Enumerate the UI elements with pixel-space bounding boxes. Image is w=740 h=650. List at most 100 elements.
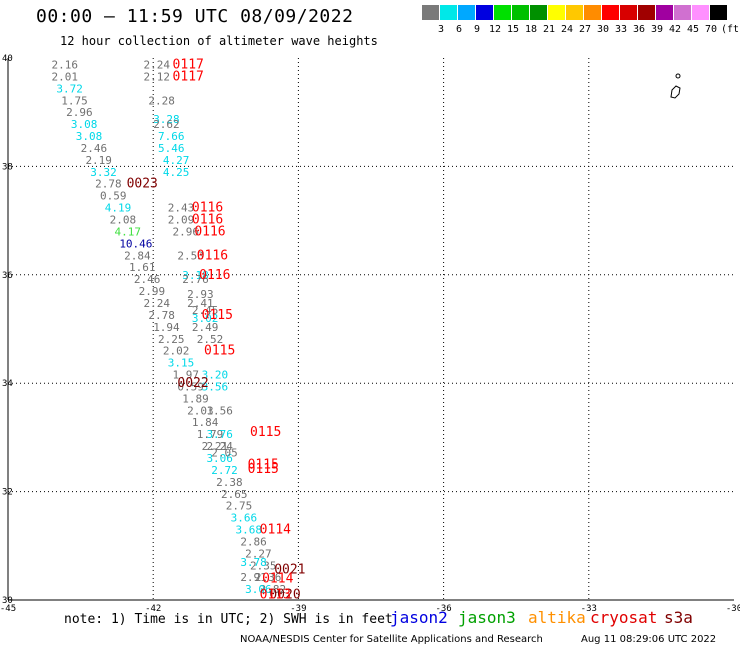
time-label: 0116 <box>199 268 230 283</box>
x-tick-label: -42 <box>145 604 161 614</box>
wave-height-label: 3.02 <box>192 312 219 325</box>
legend-label: 18 <box>524 24 538 35</box>
time-label: 0115 <box>248 462 279 477</box>
wave-height-label: 2.52 <box>197 333 224 346</box>
x-tick-label: -30 <box>726 604 740 614</box>
wave-height-label: 2.35 <box>250 559 277 572</box>
wave-height-label: 2.25 <box>158 333 185 346</box>
time-label: 0116 <box>197 248 228 263</box>
legend-label: 21 <box>542 24 556 35</box>
time-label: 0116 <box>192 213 223 228</box>
time-label: 0022 <box>177 376 208 391</box>
legend-label: 45 <box>686 24 700 35</box>
legend-label: 30 <box>596 24 610 35</box>
credit-text: NOAA/NESDIS Center for Satellite Applica… <box>240 634 543 645</box>
wave-height-label: 2.75 <box>226 500 253 513</box>
wave-height-label: 2.28 <box>148 94 175 107</box>
time-label: 0116 <box>192 201 223 216</box>
wave-height-label: 2.76 <box>182 273 209 286</box>
wave-height-label: 2.62 <box>153 118 180 131</box>
wave-height-label: 2.24 <box>144 59 171 72</box>
mission-jason2: jason2 <box>390 608 448 627</box>
wave-height-label: 2.21 <box>202 440 229 453</box>
wave-height-label: 2.03 <box>187 404 214 417</box>
wave-height-label: 2.24 <box>206 440 233 453</box>
wave-height-label: 2.41 <box>187 297 214 310</box>
legend-label: 6 <box>455 24 463 35</box>
mission-s3a: s3a <box>664 608 693 627</box>
map-grid <box>7 58 734 601</box>
wave-height-label: 2.08 <box>110 214 137 227</box>
wave-height-label: 2.24 <box>144 297 171 310</box>
wave-height-label: 3.76 <box>206 428 233 441</box>
y-tick-label: 38 <box>2 162 13 172</box>
time-label: 0115 <box>204 344 235 359</box>
wave-height-label: 2.09 <box>168 214 195 227</box>
y-tick-label: 34 <box>2 379 13 389</box>
wave-height-label: 4.27 <box>163 154 190 167</box>
x-tick-label: -36 <box>435 604 451 614</box>
legend-swatch <box>512 5 529 20</box>
wave-height-label: 4.17 <box>114 225 141 238</box>
wave-height-label: 4.25 <box>163 166 190 179</box>
wave-height-label: 1.61 <box>129 261 156 274</box>
wave-height-label: 5.46 <box>158 142 185 155</box>
wave-height-label: 3.66 <box>231 512 258 525</box>
time-label: 0116 <box>194 224 225 239</box>
x-tick-label: -33 <box>581 604 597 614</box>
legend-swatch <box>638 5 655 20</box>
legend-label: 42 <box>668 24 682 35</box>
legend-label: 3 <box>437 24 445 35</box>
wave-height-label: 2.38 <box>216 476 243 489</box>
legend-swatch <box>584 5 601 20</box>
wave-height-label: 3.18 <box>182 269 209 282</box>
wave-height-label: 2.86 <box>240 535 267 548</box>
axis-ticks: -45 -42 -39 -36 -33 -30 30 32 34 36 38 40 <box>0 54 740 614</box>
wave-height-label: 3.68 <box>235 524 261 537</box>
wave-height-label: 7.66 <box>158 130 185 143</box>
map-title: 00:00 – 11:59 UTC 08/09/2022 <box>36 6 354 27</box>
wave-height-label: 3.72 <box>56 82 83 95</box>
map-subtitle: 12 hour collection of altimeter wave hei… <box>60 34 378 48</box>
island-outline <box>670 73 681 99</box>
wave-height-label: 2.82 <box>260 583 287 596</box>
wave-height-label: 2.96 <box>173 225 200 238</box>
wave-height-label: 0.59 <box>100 190 127 203</box>
legend-label: 12 <box>488 24 502 35</box>
wave-height-label: 3.06 <box>206 452 233 465</box>
wave-height-label: 2.93 <box>187 288 214 301</box>
wave-height-label: 2.36 <box>255 571 282 584</box>
wave-height-points: 2.162.013.721.752.963.083.082.462.193.32… <box>52 58 306 603</box>
wave-height-label: 2.46 <box>81 142 108 155</box>
time-label: 0115 <box>202 308 233 323</box>
wave-height-label: 2.65 <box>221 488 248 501</box>
wave-height-label: 2.02 <box>163 345 190 358</box>
wave-height-label: 3.56 <box>202 380 229 393</box>
time-label: 0115 <box>248 458 279 473</box>
wave-height-label: 2.96 <box>66 106 93 119</box>
time-label: 0114 <box>260 523 291 538</box>
mission-cryosat: cryosat <box>590 608 658 627</box>
wave-height-label: 2.12 <box>144 70 171 83</box>
wave-height-label: 2.72 <box>211 464 238 477</box>
time-label: 0117 <box>173 69 204 84</box>
wave-height-label: 2.43 <box>168 202 195 215</box>
legend-label: 27 <box>578 24 592 35</box>
wave-height-label: 2.99 <box>139 285 166 298</box>
wave-height-label: 2.16 <box>52 59 78 72</box>
time-label: 0117 <box>173 58 204 73</box>
wave-height-label: 3.78 <box>240 556 267 569</box>
legend-label: 33 <box>614 24 628 35</box>
wave-height-label: 2.49 <box>192 321 219 334</box>
legend-label: 39 <box>650 24 664 35</box>
wave-height-label: 2.46 <box>134 273 161 286</box>
wave-height-label: 2.53 <box>177 249 204 262</box>
y-tick-label: 32 <box>2 488 13 498</box>
wave-height-label: 3.08 <box>71 118 98 131</box>
wave-height-label: 2.45 <box>192 304 219 317</box>
wave-height-label: 1.75 <box>61 94 88 107</box>
x-tick-label: -39 <box>290 604 306 614</box>
wave-height-label: 2.27 <box>245 547 272 560</box>
wave-height-label: 1.79 <box>197 428 224 441</box>
